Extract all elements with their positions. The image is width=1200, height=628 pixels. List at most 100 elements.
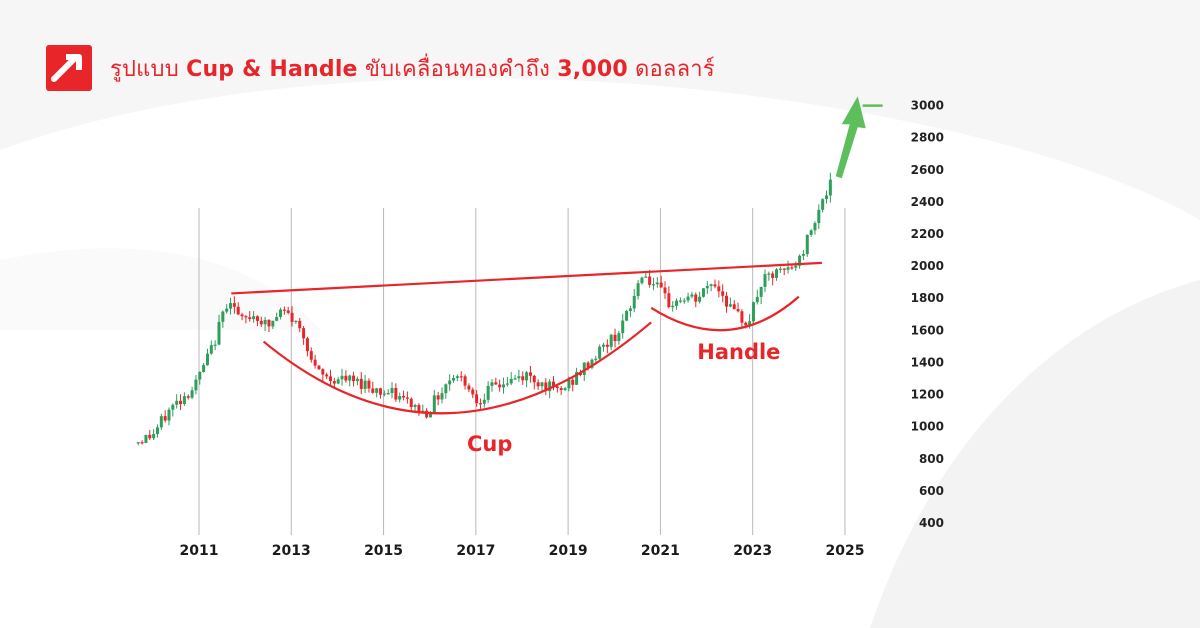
candle [467,383,471,392]
candle [559,386,563,396]
candle [732,300,736,310]
candle [321,368,325,382]
handle-curve [650,295,800,332]
candle [782,268,786,276]
x-tick-2013: 2013 [272,543,311,559]
candle [528,365,532,383]
candle [663,281,667,299]
candle [463,374,467,390]
brand-logo-icon [46,45,92,91]
candle [229,297,233,315]
candle [344,370,348,383]
candle [471,387,475,399]
candle [759,286,763,305]
candle [667,286,671,309]
x-tick-2021: 2021 [641,543,680,559]
y-tick-2800: 2800 [911,131,944,145]
candle [625,309,629,322]
candle [282,306,286,315]
candle [225,304,229,314]
candle [271,320,275,329]
candle [332,377,336,388]
candle [198,371,202,385]
candle [302,325,306,345]
candle [686,292,690,303]
candle [152,429,156,441]
candle [286,306,290,315]
candle [359,372,363,395]
candle [644,272,648,278]
candle [771,271,775,286]
candle [478,398,482,409]
candle [325,372,329,380]
candle [163,410,167,423]
candle [252,311,256,323]
candle [767,271,771,281]
candle [371,381,375,394]
candle [701,288,705,298]
candle [136,442,140,446]
candle [213,340,217,351]
candle [755,289,759,305]
candle [275,312,279,322]
candle [601,342,605,352]
candle [525,370,529,388]
candle [309,347,313,363]
candle [194,375,198,395]
candle [659,275,663,288]
candle [725,291,729,313]
candle [590,358,594,370]
candle [367,378,371,393]
candle [825,190,829,204]
candle [575,367,579,386]
title-text-1: รูปแบบ [110,56,187,82]
candle [409,397,413,412]
candle [244,314,248,324]
candle [417,403,421,416]
candle [809,229,813,237]
candle [375,387,379,398]
y-tick-400: 400 [919,516,944,530]
title-text-2: ขับเคลื่อนทองคำถึง [357,56,558,82]
y-tick-2600: 2600 [911,163,944,177]
y-tick-1800: 1800 [911,291,944,305]
candle [628,305,632,318]
candle [155,424,159,438]
candle [452,374,456,383]
candle [801,250,805,261]
candle [778,266,782,273]
candle [502,377,506,394]
candle [186,394,190,400]
candle [532,374,536,390]
candle [536,379,540,390]
candle [751,301,755,324]
candle [717,280,721,298]
candle [448,374,452,391]
candle [148,429,152,440]
candle [736,302,740,313]
candle [317,365,321,371]
candle [348,374,352,387]
candle [432,389,436,414]
candle [263,316,267,331]
candle [490,379,494,392]
y-tick-2200: 2200 [911,227,944,241]
candle [498,379,502,392]
candle [632,288,636,313]
candle [305,336,309,357]
x-tick-2015: 2015 [364,543,403,559]
candle [352,371,356,387]
candle [690,291,694,299]
header: รูปแบบ Cup & Handle ขับเคลื่อนทองคำถึง 3… [46,42,715,94]
title-text-bold-2: 3,000 [557,56,628,82]
candle [517,369,521,382]
x-tick-2011: 2011 [180,543,219,559]
candle [182,392,186,406]
title-text-3: ดอลลาร์ [627,56,715,82]
annotation-handle: Handle [697,340,780,364]
candle [713,279,717,289]
candle [290,306,294,327]
x-tick-2023: 2023 [733,543,772,559]
candle [267,319,271,333]
